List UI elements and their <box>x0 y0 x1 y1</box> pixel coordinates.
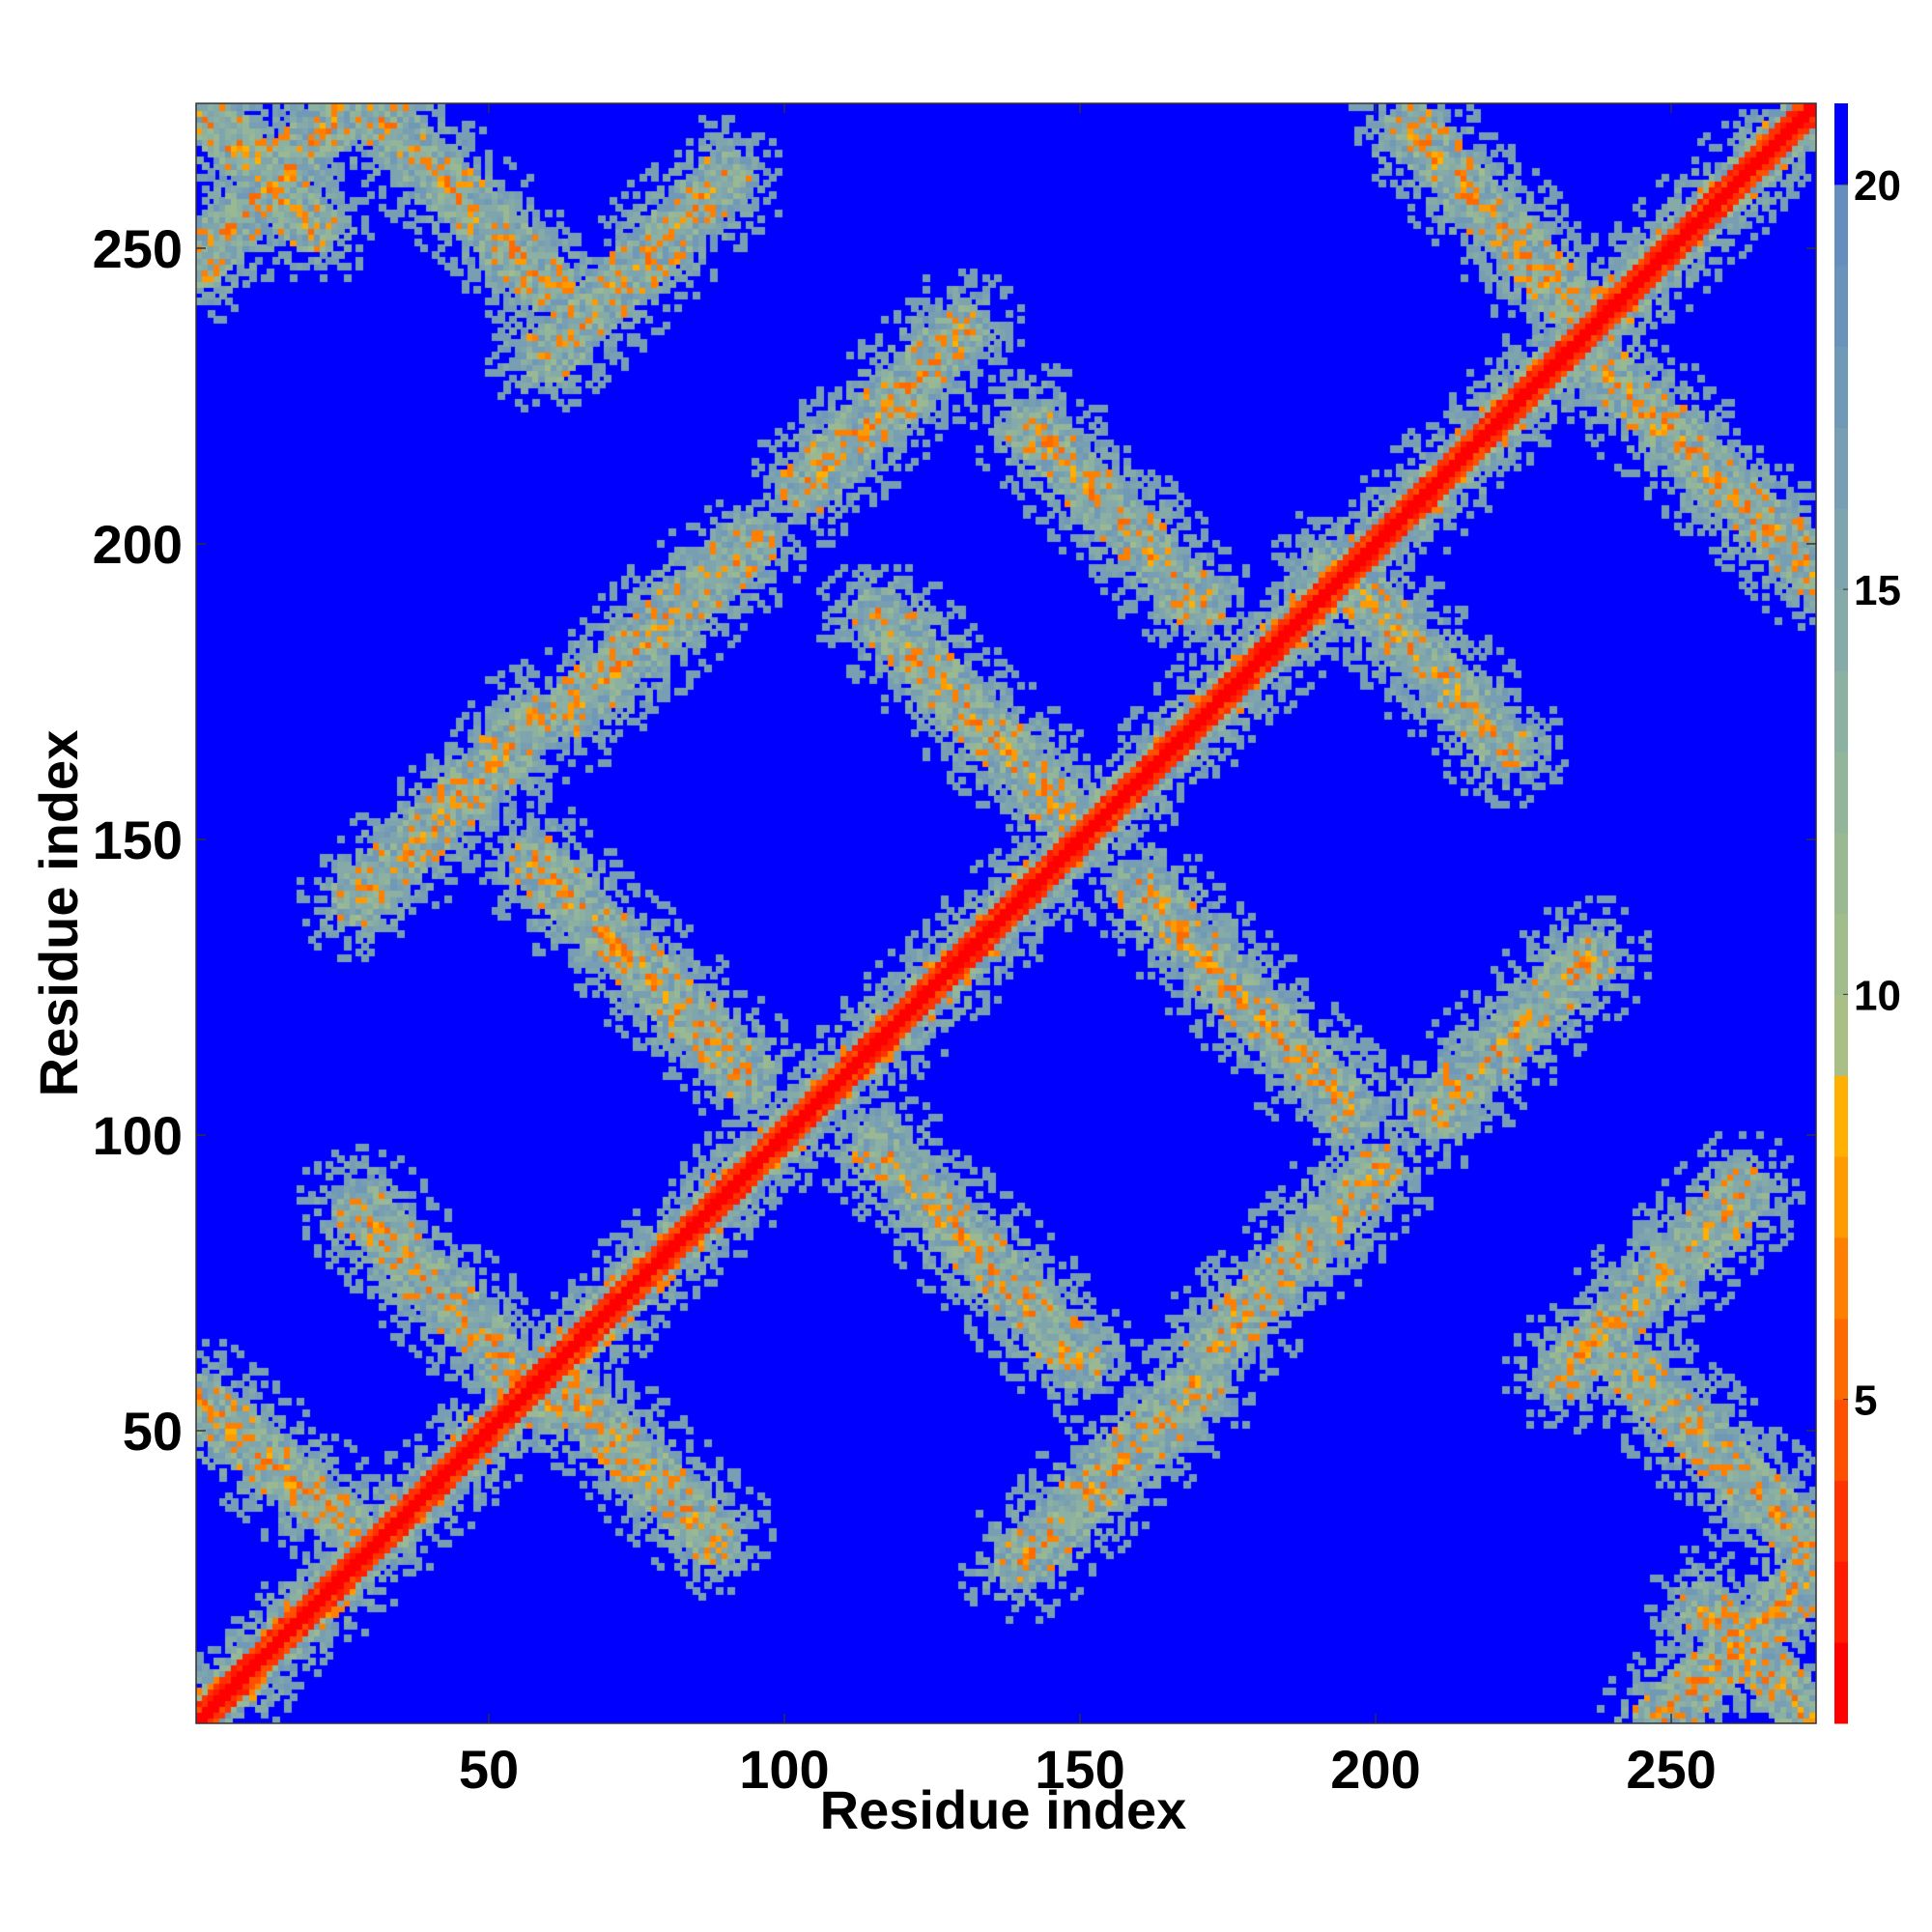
x-axis-ticks: 50 100 150 200 250 <box>459 103 1717 1800</box>
colorbar: 5 10 15 20 <box>1834 103 1901 1724</box>
y-tick-label: 200 <box>93 514 183 575</box>
colorbar-segment <box>1834 1156 1848 1238</box>
x-tick-label: 200 <box>1330 1739 1420 1800</box>
x-tick-label: 100 <box>739 1739 829 1800</box>
colorbar-segment <box>1834 346 1848 428</box>
colorbar-tick-label: 15 <box>1854 567 1901 614</box>
colorbar-segment <box>1834 913 1848 995</box>
colorbar-segment <box>1834 832 1848 914</box>
colorbar-segment <box>1834 184 1848 267</box>
colorbar-segment <box>1834 1075 1848 1157</box>
colorbar-tick-label: 10 <box>1854 972 1901 1019</box>
colorbar-tick-label: 20 <box>1854 162 1901 210</box>
y-axis-ticks: 50 100 150 200 250 <box>93 218 1816 1462</box>
colorbar-segment <box>1834 669 1848 753</box>
colorbar-segment <box>1834 751 1848 834</box>
y-tick-label: 250 <box>93 218 183 279</box>
heatmap-image <box>196 103 1816 1723</box>
y-axis-title: Residue index <box>28 730 89 1097</box>
plot-frame <box>195 102 1817 1724</box>
x-tick-label: 250 <box>1626 1739 1716 1800</box>
x-tick-label: 150 <box>1035 1739 1124 1800</box>
heatmap-cells <box>196 103 1816 1723</box>
colorbar-segment <box>1834 1480 1848 1562</box>
colorbar-segment <box>1834 265 1848 348</box>
colorbar-segment <box>1834 427 1848 509</box>
colorbar-segment <box>1834 1318 1848 1401</box>
x-tick-label: 50 <box>459 1739 519 1800</box>
colorbar-tick-label: 5 <box>1854 1378 1877 1425</box>
colorbar-segment <box>1834 1236 1848 1320</box>
colorbar-segment <box>1834 103 1848 185</box>
y-tick-label: 150 <box>93 810 183 870</box>
colorbar-segment <box>1834 1399 1848 1481</box>
y-tick-label: 50 <box>123 1401 183 1462</box>
x-axis-title: Residue index <box>820 1779 1187 1840</box>
colorbar-segment <box>1834 1561 1848 1643</box>
colorbar-segment <box>1834 1642 1848 1724</box>
colorbar-segment <box>1834 589 1848 671</box>
y-tick-label: 100 <box>93 1105 183 1166</box>
colorbar-segment <box>1834 994 1848 1076</box>
colorbar-segment <box>1834 508 1848 590</box>
